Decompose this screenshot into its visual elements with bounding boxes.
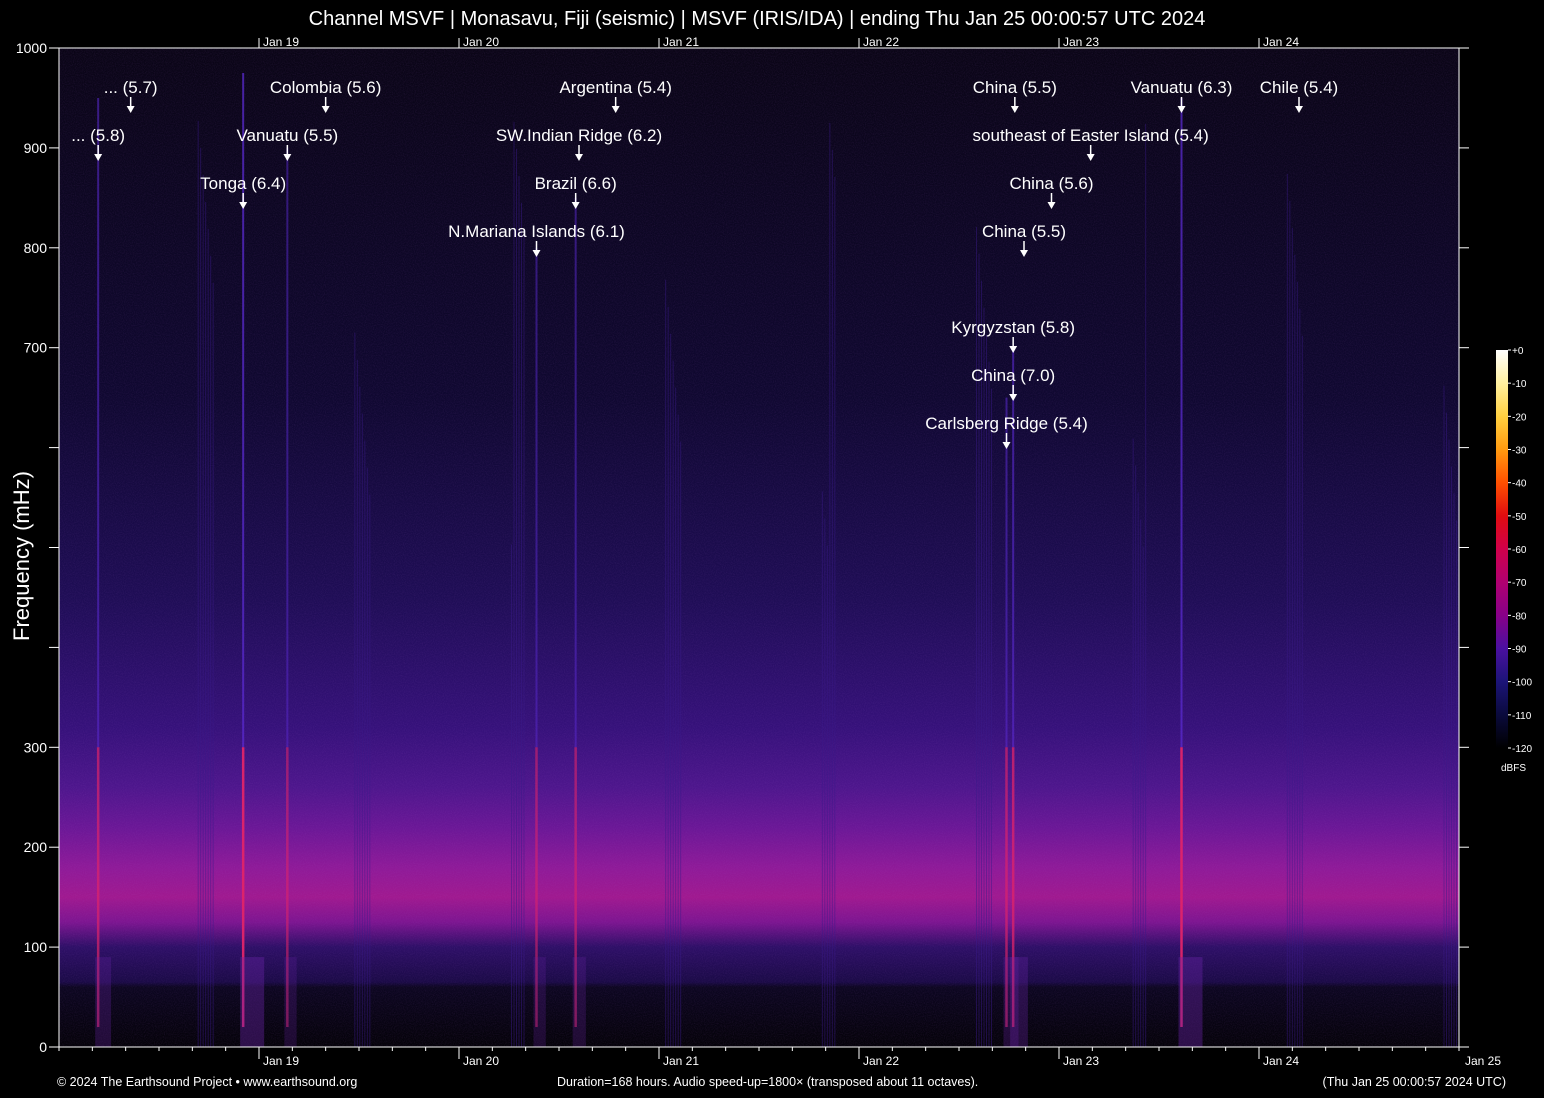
event-label: ... (5.7): [104, 78, 158, 97]
duration-text: Duration=168 hours. Audio speed-up=1800×…: [557, 1075, 979, 1089]
colorbar-tick-label: -120: [1512, 744, 1532, 755]
y-tick-label: 100: [24, 939, 48, 955]
x-tick-label-top: Jan 21: [663, 35, 699, 49]
colorbar-tick-label: -100: [1512, 678, 1532, 689]
event-arrow-head: [1177, 106, 1186, 113]
colorbar-tick-label: -40: [1512, 479, 1527, 490]
y-tick-label: 300: [24, 739, 48, 755]
event-arrow-head: [575, 154, 583, 161]
y-tick-label: 200: [24, 839, 48, 855]
event-label: China (5.5): [982, 222, 1066, 241]
event-arrow-head: [1086, 154, 1095, 161]
x-end-label: Jan 25: [1465, 1054, 1501, 1068]
event-arrow-head: [1009, 346, 1018, 353]
event-label: Kyrgyzstan (5.8): [951, 318, 1075, 337]
event-arrow-head: [1020, 250, 1028, 257]
x-tick-label-top: Jan 22: [863, 35, 899, 49]
event-label: Vanuatu (6.3): [1131, 78, 1233, 97]
event-arrow-head: [532, 250, 541, 257]
event-label: SW.Indian Ridge (6.2): [496, 126, 662, 145]
colorbar-tick-label: -20: [1512, 412, 1527, 423]
signal-coda: [1178, 957, 1203, 1047]
event-label: Chile (5.4): [1260, 78, 1338, 97]
event-label: Brazil (6.6): [535, 174, 617, 193]
colorbar-tick-label: -110: [1512, 711, 1532, 722]
y-tick-label: 0: [39, 1039, 47, 1055]
event-label: Tonga (6.4): [200, 174, 286, 193]
event-arrow-head: [239, 202, 248, 209]
y-tick-label: 800: [24, 240, 48, 256]
timestamp-text: (Thu Jan 25 00:00:57 2024 UTC): [1322, 1075, 1506, 1089]
event-label: China (5.6): [1009, 174, 1093, 193]
x-tick-label-bottom: Jan 24: [1263, 1054, 1299, 1068]
event-label: Colombia (5.6): [270, 78, 382, 97]
x-tick-label-top: Jan 20: [463, 35, 499, 49]
y-tick-label: 1000: [16, 40, 47, 56]
colorbar-tick-label: -70: [1512, 578, 1527, 589]
colorbar-tick-label: -90: [1512, 645, 1527, 656]
signal-coda: [1003, 957, 1019, 1047]
x-tick-label-bottom: Jan 22: [863, 1054, 899, 1068]
colorbar-tick-label: -50: [1512, 512, 1527, 523]
y-tick-label: 700: [24, 340, 48, 356]
x-tick-label-top: Jan 23: [1063, 35, 1099, 49]
event-arrow-head: [1002, 442, 1011, 449]
event-label: N.Mariana Islands (6.1): [448, 222, 625, 241]
signal-coda: [1010, 957, 1028, 1047]
event-label: China (7.0): [971, 366, 1055, 385]
y-tick-label: 900: [24, 140, 48, 156]
event-arrow-head: [94, 154, 103, 161]
colorbar-tick-label: -30: [1512, 446, 1527, 457]
event-label: southeast of Easter Island (5.4): [973, 126, 1209, 145]
event-arrow-head: [1010, 106, 1019, 113]
event-arrow-head: [1047, 202, 1056, 209]
signal-coda: [284, 957, 297, 1047]
event-arrow-head: [611, 106, 620, 113]
x-tick-label-bottom: Jan 21: [663, 1054, 699, 1068]
chart-title: Channel MSVF | Monasavu, Fiji (seismic) …: [308, 8, 1206, 30]
event-arrow-head: [321, 106, 330, 113]
copyright-text: © 2024 The Earthsound Project • www.eart…: [57, 1075, 358, 1089]
colorbar-tick-label: -60: [1512, 545, 1527, 556]
event-label: Argentina (5.4): [559, 78, 671, 97]
colorbar-label: dBFS: [1501, 763, 1526, 774]
event-arrow-head: [283, 154, 292, 161]
signal-coda: [572, 957, 586, 1047]
event-arrow-head: [571, 202, 580, 209]
event-label: China (5.5): [973, 78, 1057, 97]
signal-coda: [240, 957, 265, 1047]
event-label: ... (5.8): [71, 126, 125, 145]
colorbar-tick-label: +0: [1512, 346, 1524, 357]
event-arrow-head: [126, 106, 135, 113]
signal-coda: [95, 957, 112, 1047]
signal-coda: [533, 957, 546, 1047]
colorbar-tick-label: -10: [1512, 379, 1527, 390]
spectrogram-noise: [59, 48, 1459, 1047]
x-tick-label-bottom: Jan 20: [463, 1054, 499, 1068]
x-tick-label-bottom: Jan 23: [1063, 1054, 1099, 1068]
colorbar-tick-label: -80: [1512, 611, 1527, 622]
x-tick-label-top: Jan 19: [263, 35, 299, 49]
x-tick-label-top: Jan 24: [1263, 35, 1299, 49]
event-label: Carlsberg Ridge (5.4): [925, 414, 1088, 433]
event-arrow-head: [1009, 394, 1018, 401]
x-tick-label-bottom: Jan 19: [263, 1054, 299, 1068]
colorbar: [1496, 350, 1508, 748]
event-label: Vanuatu (5.5): [236, 126, 338, 145]
event-arrow-head: [1295, 106, 1303, 113]
